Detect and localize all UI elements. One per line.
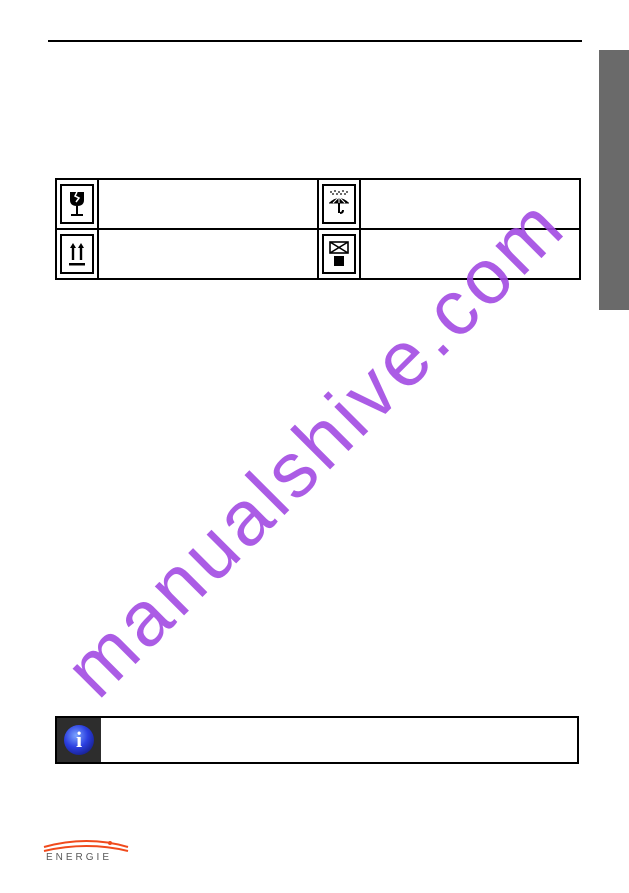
brand-logo: ENERGIE — [42, 839, 132, 863]
info-icon-label: i — [76, 727, 82, 753]
info-icon: i — [64, 725, 94, 755]
info-text — [101, 718, 577, 762]
symbol-desc-cell — [98, 179, 318, 229]
symbol-desc-cell — [98, 229, 318, 279]
symbol-cell — [56, 179, 98, 229]
keep-dry-icon — [322, 184, 356, 224]
packaging-symbols-table — [55, 178, 581, 280]
symbol-cell — [318, 229, 360, 279]
do-not-stack-icon — [322, 234, 356, 274]
table-row — [56, 179, 580, 229]
symbol-cell — [56, 229, 98, 279]
symbol-desc-cell — [360, 179, 580, 229]
info-box: i — [55, 716, 579, 764]
fragile-icon — [60, 184, 94, 224]
symbol-desc-cell — [360, 229, 580, 279]
this-way-up-icon — [60, 234, 94, 274]
symbol-cell — [318, 179, 360, 229]
info-icon-cell: i — [57, 718, 101, 762]
logo-text: ENERGIE — [46, 852, 112, 863]
page: i manualshive.com ENERGIE — [0, 0, 629, 893]
table-row — [56, 229, 580, 279]
top-rule — [48, 40, 582, 42]
section-tab — [599, 50, 629, 310]
